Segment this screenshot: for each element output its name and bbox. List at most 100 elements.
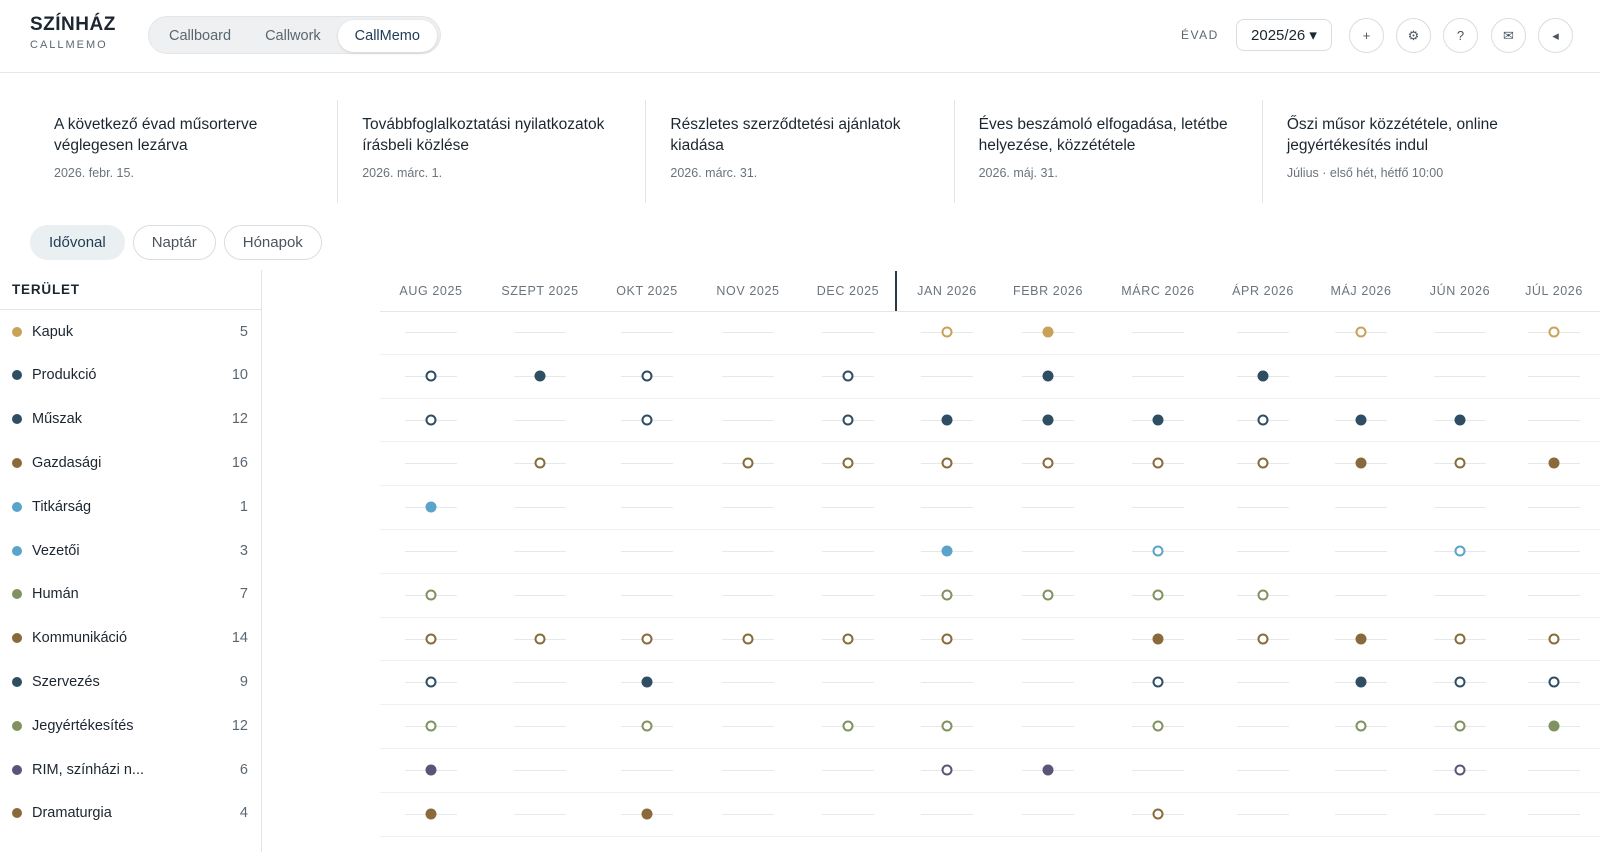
event-marker-open[interactable]: [1152, 545, 1164, 557]
area-row[interactable]: Produkció 10: [0, 354, 262, 397]
event-marker-open[interactable]: [534, 633, 546, 644]
event-marker-open[interactable]: [425, 414, 437, 425]
event-marker-filled[interactable]: [941, 545, 953, 557]
event-marker-open[interactable]: [1454, 545, 1466, 557]
settings-button[interactable]: ⚙: [1396, 18, 1431, 53]
event-marker-open[interactable]: [1454, 633, 1466, 644]
help-button[interactable]: ?: [1443, 18, 1478, 53]
event-marker-filled[interactable]: [641, 676, 653, 688]
tab-callboard[interactable]: Callboard: [169, 28, 232, 44]
event-marker-filled[interactable]: [1152, 414, 1164, 425]
area-row[interactable]: RIM, színházi n... 6: [0, 748, 262, 791]
event-marker-open[interactable]: [641, 633, 653, 644]
area-row[interactable]: Kommunikáció 14: [0, 617, 262, 660]
area-row[interactable]: Jegyértékesítés 12: [0, 704, 262, 747]
event-marker-open[interactable]: [941, 326, 953, 338]
deadline-card[interactable]: Részletes szerződtetési ajánlatok kiadás…: [646, 100, 955, 203]
event-marker-open[interactable]: [1548, 326, 1560, 338]
area-row[interactable]: Vezetői 3: [0, 529, 262, 572]
area-row[interactable]: Humán 7: [0, 573, 262, 616]
event-marker-open[interactable]: [941, 764, 953, 776]
event-marker-filled[interactable]: [1152, 633, 1164, 644]
event-marker-open[interactable]: [842, 414, 854, 425]
area-row[interactable]: Műszak 12: [0, 398, 262, 441]
event-marker-open[interactable]: [641, 370, 653, 382]
event-marker-open[interactable]: [1152, 589, 1164, 601]
month-label: SZEPT 2025: [501, 284, 579, 298]
view-calendar-button[interactable]: Naptár: [132, 225, 216, 260]
event-marker-open[interactable]: [1454, 457, 1466, 469]
event-marker-open[interactable]: [534, 457, 546, 469]
event-marker-open[interactable]: [1355, 720, 1367, 732]
event-marker-filled[interactable]: [1257, 370, 1269, 382]
event-marker-open[interactable]: [1454, 676, 1466, 688]
event-marker-open[interactable]: [1257, 457, 1269, 469]
event-marker-open[interactable]: [1152, 720, 1164, 732]
deadline-card[interactable]: Továbbfoglalkoztatási nyilatkozatok írás…: [338, 100, 647, 203]
event-marker-filled[interactable]: [1548, 720, 1560, 732]
event-marker-open[interactable]: [941, 720, 953, 732]
event-marker-open[interactable]: [1257, 589, 1269, 601]
event-marker-filled[interactable]: [1355, 414, 1367, 425]
area-row[interactable]: Kapuk 5: [0, 310, 262, 353]
event-marker-filled[interactable]: [1548, 457, 1560, 469]
event-marker-open[interactable]: [425, 676, 437, 688]
event-marker-filled[interactable]: [425, 501, 437, 513]
season-select[interactable]: 2025/26 ▾: [1236, 19, 1332, 51]
event-marker-filled[interactable]: [1042, 764, 1054, 776]
event-marker-filled[interactable]: [1355, 633, 1367, 644]
event-marker-filled[interactable]: [1355, 457, 1367, 469]
event-marker-filled[interactable]: [1042, 414, 1054, 425]
event-marker-open[interactable]: [1152, 457, 1164, 469]
event-marker-filled[interactable]: [1355, 676, 1367, 688]
event-marker-open[interactable]: [742, 633, 754, 644]
add-button[interactable]: +: [1349, 18, 1384, 53]
event-marker-open[interactable]: [1152, 808, 1164, 820]
event-marker-open[interactable]: [1042, 589, 1054, 601]
event-marker-filled[interactable]: [1454, 414, 1466, 425]
deadline-card[interactable]: Éves beszámoló elfogadása, letétbe helye…: [955, 100, 1263, 203]
event-marker-open[interactable]: [941, 633, 953, 644]
event-marker-open[interactable]: [842, 633, 854, 644]
event-marker-filled[interactable]: [425, 808, 437, 820]
event-marker-open[interactable]: [1548, 676, 1560, 688]
event-marker-open[interactable]: [742, 457, 754, 469]
event-marker-filled[interactable]: [941, 414, 953, 425]
event-marker-open[interactable]: [1257, 633, 1269, 644]
area-row[interactable]: Gazdasági 16: [0, 441, 262, 484]
event-marker-open[interactable]: [941, 589, 953, 601]
event-marker-open[interactable]: [842, 720, 854, 732]
event-marker-filled[interactable]: [425, 764, 437, 776]
area-row[interactable]: Dramaturgia 4: [0, 792, 262, 835]
tab-callmemo[interactable]: CallMemo: [337, 20, 437, 52]
event-marker-open[interactable]: [1042, 457, 1054, 469]
event-marker-filled[interactable]: [1042, 370, 1054, 382]
event-marker-open[interactable]: [641, 414, 653, 425]
event-marker-open[interactable]: [1152, 676, 1164, 688]
area-row[interactable]: Titkárság 1: [0, 485, 262, 528]
event-marker-open[interactable]: [1454, 764, 1466, 776]
view-timeline-button[interactable]: Idővonal: [30, 225, 125, 260]
event-marker-filled[interactable]: [534, 370, 546, 382]
event-marker-open[interactable]: [1548, 633, 1560, 644]
view-months-button[interactable]: Hónapok: [223, 225, 322, 260]
event-marker-open[interactable]: [842, 457, 854, 469]
event-marker-open[interactable]: [425, 370, 437, 382]
event-marker-open[interactable]: [1454, 720, 1466, 732]
event-marker-open[interactable]: [842, 370, 854, 382]
event-marker-open[interactable]: [425, 589, 437, 601]
event-marker-open[interactable]: [641, 720, 653, 732]
mail-button[interactable]: ✉: [1491, 18, 1526, 53]
event-marker-open[interactable]: [425, 720, 437, 732]
event-marker-filled[interactable]: [641, 808, 653, 820]
deadline-card[interactable]: A következő évad műsorterve véglegesen l…: [30, 100, 339, 203]
collapse-button[interactable]: ◂: [1538, 18, 1573, 53]
event-marker-open[interactable]: [425, 633, 437, 644]
tab-callwork[interactable]: Callwork: [265, 28, 321, 44]
deadline-card[interactable]: Őszi műsor közzététele, online jegyérték…: [1263, 100, 1570, 203]
event-marker-filled[interactable]: [1042, 326, 1054, 338]
area-row[interactable]: Szervezés 9: [0, 660, 262, 703]
event-marker-open[interactable]: [1257, 414, 1269, 425]
event-marker-open[interactable]: [941, 457, 953, 469]
event-marker-open[interactable]: [1355, 326, 1367, 338]
